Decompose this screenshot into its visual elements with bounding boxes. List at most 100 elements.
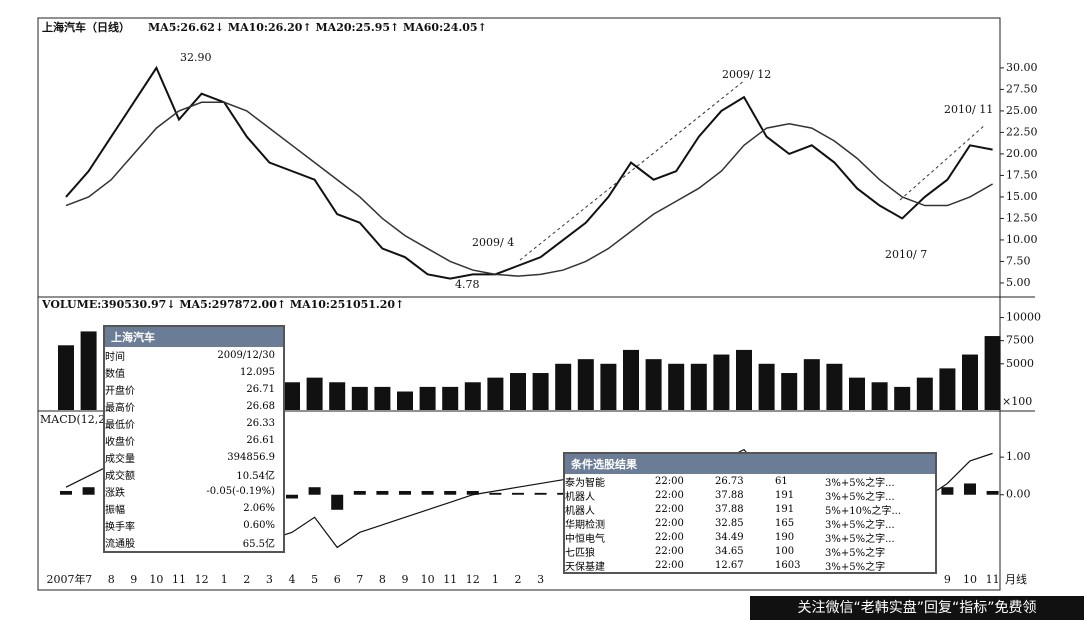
y-tick-label: 1.00 — [1006, 450, 1031, 463]
volume-bar — [600, 363, 617, 410]
popup-row: 机器人 22:00 37.88 191 5%+10%之字... — [565, 502, 935, 517]
period-button[interactable]: 月线 — [1005, 572, 1027, 586]
y-tick-label: 10000 — [1006, 311, 1041, 324]
volume-bar — [487, 377, 504, 410]
cell: 26.33 — [246, 418, 275, 429]
cell: 191 — [775, 489, 795, 501]
cell: 开盘价 — [105, 386, 135, 397]
macd-bar — [512, 492, 524, 495]
volume-bar — [419, 386, 436, 410]
y-tick-label: 17.50 — [1006, 168, 1038, 181]
cell: 34.49 — [715, 531, 744, 543]
info-row: 成交额 10.54亿 — [105, 466, 283, 483]
cell: 3%+5%之字... — [825, 519, 895, 531]
trendline — [899, 124, 986, 201]
volume-bar — [306, 377, 323, 410]
volume-bar — [962, 354, 978, 410]
cell: 3%+5%之字... — [825, 533, 895, 545]
cell: 2.06% — [243, 503, 275, 514]
cell: 22:00 — [655, 531, 684, 543]
volume-bar — [668, 363, 685, 410]
macd-bar — [534, 492, 547, 495]
info-row: 成交量 394856.9 — [105, 449, 283, 466]
cell: 时间 — [105, 352, 125, 363]
volume-bar — [916, 377, 933, 410]
y-tick-label: 22.50 — [1006, 125, 1038, 138]
info-row: 涨跌 -0.05(-0.19%) — [105, 483, 283, 500]
info-row: 时间 2009/12/30 — [105, 347, 283, 364]
x-tick-label: 2 — [243, 573, 250, 586]
volume-bar — [397, 391, 413, 410]
macd-title: MACD(12,26 — [40, 413, 112, 426]
x-tick-label: 10 — [963, 573, 977, 586]
cell: 1603 — [775, 559, 801, 571]
y-tick-label: 20.00 — [1006, 147, 1038, 160]
volume-bar — [984, 336, 1001, 410]
macd-bar — [421, 490, 434, 495]
cell: 22:00 — [655, 559, 684, 571]
annotation: 2010/ 7 — [885, 248, 927, 261]
volume-bar — [871, 382, 888, 410]
info-row: 流通股 65.5亿 — [105, 534, 283, 551]
volume-bar — [849, 377, 865, 410]
cell: 5%+10%之字... — [825, 505, 902, 517]
x-tick-label: 10 — [421, 573, 435, 586]
cell: 机器人 — [565, 491, 595, 503]
cell: 3%+5%之字... — [825, 477, 895, 489]
cell: 数值 — [105, 369, 125, 380]
popup-row: 中恒电气 22:00 34.49 190 3%+5%之字... — [565, 530, 935, 545]
macd-bar — [986, 490, 999, 495]
cell: 华期检测 — [565, 519, 605, 531]
volume-bar — [894, 386, 911, 410]
x-tick-label: 12 — [195, 573, 209, 586]
x-tick-label: 7 — [85, 573, 92, 586]
annotation: 32.90 — [180, 51, 212, 64]
annotation: 4.78 — [455, 278, 480, 291]
indicators: MA5:26.62↓ MA10:26.20↑ MA20:25.95↑ MA60:… — [148, 21, 487, 34]
cell: 3%+5%之字 — [825, 547, 886, 559]
y-tick-label: 7.50 — [1006, 254, 1031, 267]
cell: 3%+5%之字 — [825, 561, 886, 573]
line — [65, 65, 993, 280]
trendline — [519, 79, 746, 261]
x-tick-label: 3 — [266, 573, 273, 586]
cell: 65.5亿 — [242, 539, 275, 550]
cell: 机器人 — [565, 505, 595, 517]
chart-title: 上海汽车（日线） — [42, 20, 130, 34]
info-row: 收盘价 26.61 — [105, 432, 283, 449]
cell: 191 — [775, 503, 795, 515]
info-row: 最低价 26.33 — [105, 415, 283, 432]
cell: 22:00 — [655, 517, 684, 529]
cell: 12.095 — [240, 367, 275, 378]
macd-bar — [376, 490, 389, 495]
y-tick-label: 10.00 — [1006, 233, 1038, 246]
x-tick-label: 11 — [172, 573, 186, 586]
y-tick-label: 5000 — [1006, 357, 1034, 370]
y-tick-label: 12.50 — [1006, 211, 1038, 224]
volume-bar — [442, 386, 459, 410]
cell: 换手率 — [105, 522, 135, 533]
volume-bar — [803, 359, 820, 410]
volume-bar — [464, 382, 481, 410]
popup-row: 机器人 22:00 37.88 191 3%+5%之字... — [565, 488, 935, 503]
info-row: 数值 12.095 — [105, 364, 283, 381]
volume-bar — [690, 363, 707, 410]
volume-bar — [713, 354, 730, 410]
volume-bar — [329, 382, 346, 410]
cell: 12.67 — [715, 559, 744, 571]
x-tick-label: 11 — [443, 573, 457, 586]
info-title: 上海汽车 — [105, 327, 283, 347]
cell: 最高价 — [105, 403, 135, 414]
x-tick-label: 9 — [130, 573, 137, 586]
cell: 中恒电气 — [565, 533, 605, 545]
cell: 165 — [775, 517, 795, 529]
volume-bar — [736, 349, 752, 410]
macd-bar — [399, 490, 411, 495]
macd-bar — [353, 490, 366, 495]
y-tick-label: 25.00 — [1006, 104, 1038, 117]
popup-row: 天保基建 22:00 12.67 1603 3%+5%之字 — [565, 558, 935, 573]
y-tick-label: 7500 — [1006, 334, 1034, 347]
x-tick-label: 9 — [944, 573, 951, 586]
macd-bar — [286, 494, 298, 499]
x-tick-label: 3 — [537, 573, 544, 586]
